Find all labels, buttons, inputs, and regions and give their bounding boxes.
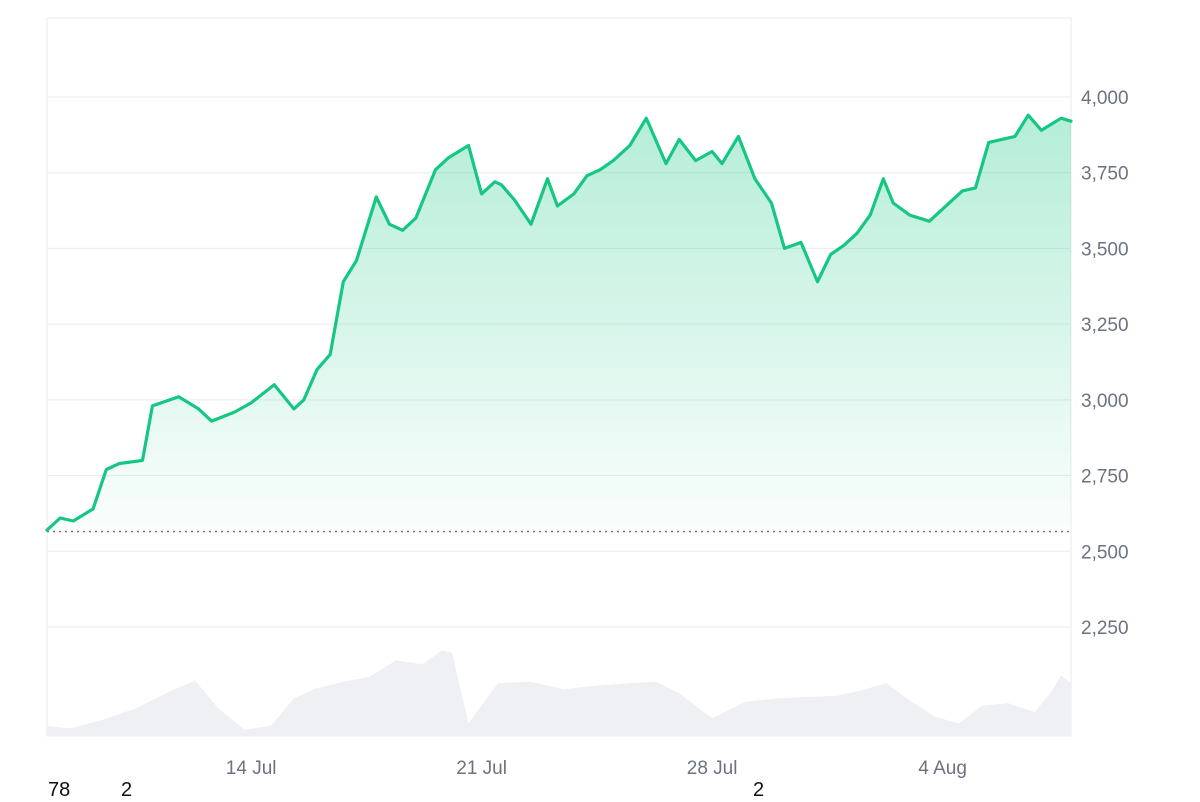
volume-area	[47, 650, 1071, 736]
x-tick-label: 28 Jul	[687, 758, 738, 779]
y-tick-label: 4,000	[1081, 88, 1129, 109]
y-tick-label: 2,500	[1081, 542, 1129, 563]
footer-left-value: 78	[48, 779, 71, 801]
area-layer	[47, 115, 1071, 532]
y-tick-label: 3,500	[1081, 239, 1129, 260]
line-layer	[45, 113, 1073, 532]
footer-right-value: 2	[753, 779, 765, 801]
x-tick-label: 4 Aug	[918, 758, 967, 779]
x-tick-label: 14 Jul	[226, 758, 277, 779]
volume-layer	[47, 650, 1071, 736]
y-tick-label: 2,250	[1081, 618, 1129, 639]
y-tick-label: 2,750	[1081, 467, 1129, 488]
y-tick-label: 3,250	[1081, 315, 1129, 336]
y-axis: 2,250 2,500 2,750 3,000 3,250 3,500 3,750 4,000	[1081, 88, 1129, 639]
price-line	[45, 113, 1073, 532]
x-tick-label: 21 Jul	[456, 758, 507, 779]
price-area-fill	[47, 115, 1071, 532]
y-tick-label: 3,750	[1081, 164, 1129, 185]
x-axis: 14 Jul 21 Jul 28 Jul 4 Aug	[226, 758, 967, 779]
y-tick-label: 3,000	[1081, 391, 1129, 412]
footer-second-value: 2	[121, 779, 133, 801]
